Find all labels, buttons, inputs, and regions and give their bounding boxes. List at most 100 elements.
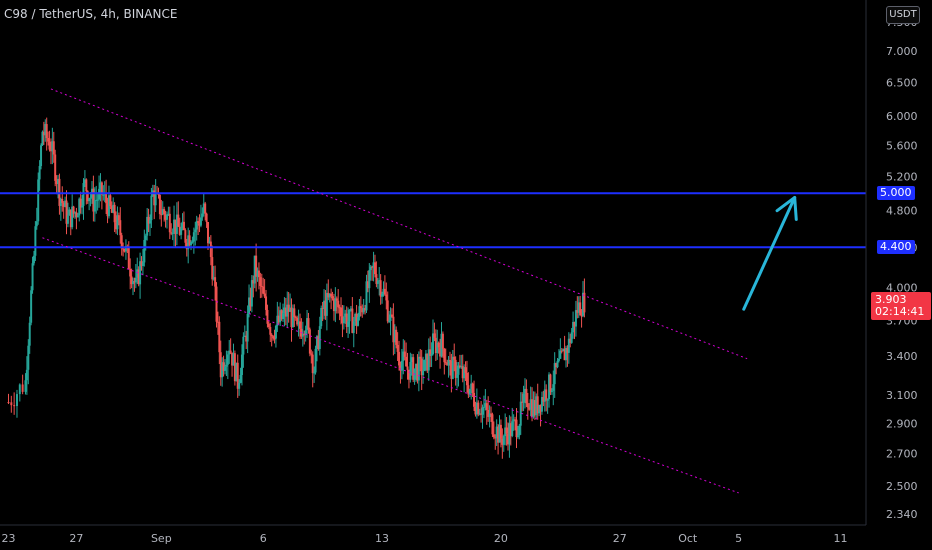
candle-body (279, 310, 282, 323)
candle-body (238, 382, 241, 389)
candle-body (31, 263, 34, 291)
candle-body (204, 203, 207, 214)
candle-body (21, 384, 24, 392)
candle-body (424, 353, 427, 361)
time-tick-label: 20 (494, 532, 508, 545)
candle-body (7, 402, 10, 404)
candle-body (368, 270, 371, 289)
candle-body (54, 154, 57, 181)
candle-body (192, 232, 195, 242)
candle-body (93, 200, 96, 212)
price-tick-label: 2.500 (886, 480, 918, 493)
price-tick-label: 3.100 (886, 389, 918, 402)
candle-body (154, 192, 157, 206)
candle-body (62, 202, 65, 207)
candle-body (48, 141, 51, 150)
level-badge-4400: 4.400 (877, 240, 915, 255)
candle-body (106, 203, 109, 217)
candle-body (443, 348, 446, 363)
candle-body (340, 307, 343, 317)
candle-body (181, 221, 184, 229)
candle-body (390, 314, 393, 317)
candle-body (539, 404, 542, 412)
candle-body (215, 286, 218, 322)
candle-body (170, 232, 173, 234)
candle-body (287, 304, 290, 312)
candle-body (403, 351, 406, 357)
candle-body (398, 351, 401, 366)
candle-body (540, 397, 543, 412)
candle-body (51, 141, 54, 152)
candle-body (559, 350, 562, 359)
candle-body (180, 228, 183, 235)
candle-body (447, 360, 450, 366)
candle-body (270, 334, 273, 337)
candle-body (214, 277, 217, 287)
candle-body (294, 317, 297, 319)
candle-body (569, 338, 572, 343)
candle-body (246, 313, 249, 342)
candle-body (266, 309, 269, 324)
candle-body (393, 329, 396, 343)
candle-body (216, 321, 219, 323)
candle-body (283, 307, 286, 314)
candle-body (208, 241, 211, 244)
price-tick-label: 4.800 (886, 204, 918, 217)
candle-body (306, 318, 309, 331)
candle-body (562, 349, 565, 351)
candle-body (44, 124, 47, 136)
candle-body (490, 413, 493, 415)
candle-body (536, 396, 539, 414)
candle-body (318, 326, 321, 350)
candle-body (117, 215, 120, 221)
candle-body (136, 269, 139, 278)
price-tick-label: 6.000 (886, 110, 918, 123)
candle-body (229, 350, 232, 353)
candle-body (580, 315, 583, 317)
candle-body (120, 235, 123, 249)
chart-title[interactable]: C98 / TetherUS, 4h, BINANCE (4, 7, 178, 21)
candle-body (453, 356, 456, 360)
candle-body (185, 242, 188, 250)
candle-body (249, 297, 252, 307)
candle-body (396, 344, 399, 352)
currency-unit-button[interactable]: USDT (886, 6, 920, 24)
candle-body (64, 200, 67, 207)
candle-body (311, 354, 314, 374)
candle-body (378, 280, 381, 282)
candle-body (66, 215, 69, 224)
candle-body (535, 396, 538, 416)
channel-bottom-line (42, 237, 739, 494)
candle-body (420, 358, 423, 376)
time-tick-label: 27 (613, 532, 627, 545)
candle-body (253, 255, 256, 284)
candle-body (197, 221, 200, 224)
candle-body (99, 182, 102, 189)
candle-body (481, 407, 484, 415)
candle-body (69, 209, 72, 228)
candle-body (400, 360, 403, 371)
candle-body (212, 277, 215, 280)
candle-body (165, 214, 168, 220)
candle-body (581, 292, 584, 316)
candle-body (471, 383, 474, 393)
candle-body (434, 337, 437, 353)
candle-body (243, 335, 246, 337)
candle-body (389, 314, 392, 321)
candle-body (221, 362, 224, 378)
candle-body (260, 285, 263, 287)
candle-body (235, 362, 238, 382)
candle-body (460, 366, 463, 368)
candle-body (37, 179, 40, 222)
candle-body (492, 434, 495, 438)
candle-body (150, 195, 153, 221)
price-tick-label: 2.700 (886, 448, 918, 461)
time-tick-label: Sep (151, 532, 172, 545)
candle-body (190, 242, 193, 246)
candle-body (267, 323, 270, 328)
candle-body (409, 362, 412, 380)
candle-body (265, 296, 268, 310)
candle-body (71, 206, 74, 228)
candle-body (499, 424, 502, 439)
